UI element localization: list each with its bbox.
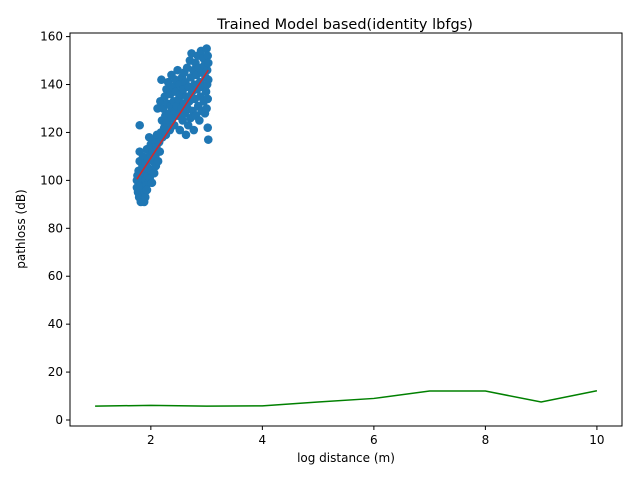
scatter-point [202, 104, 211, 113]
scatter-point [203, 58, 213, 68]
y-tick-label: 80 [48, 221, 63, 235]
scatter-point [195, 116, 204, 125]
x-tick-label: 4 [259, 433, 267, 447]
y-tick-label: 40 [48, 317, 63, 331]
scatter-point [203, 94, 213, 104]
scatter-point [178, 116, 187, 125]
scatter-point [201, 87, 211, 97]
x-tick-label: 6 [370, 433, 378, 447]
scatter-point [169, 120, 179, 130]
scatter-point [140, 192, 150, 202]
y-tick-label: 20 [48, 365, 63, 379]
plot-area [95, 44, 598, 407]
y-tick-label: 120 [40, 125, 63, 139]
scatter-point [175, 125, 185, 135]
fit-line [136, 69, 209, 180]
scatter-point [142, 185, 152, 195]
scatter-point [135, 120, 144, 130]
axes-frame [69, 32, 623, 427]
scatter-point [147, 178, 157, 188]
scatter-point [203, 75, 213, 85]
y-tick-label: 140 [40, 78, 63, 92]
y-tick-label: 160 [40, 30, 63, 44]
x-tick-label: 10 [589, 433, 604, 447]
scatter-point [183, 120, 193, 130]
y-tick-label: 100 [40, 173, 63, 187]
scatter-point [155, 147, 165, 156]
error-line [95, 390, 598, 407]
scatter-point [203, 51, 213, 61]
scatter-point [189, 125, 199, 135]
x-axis-label: log distance (m) [297, 451, 395, 465]
scatter-point [202, 65, 212, 75]
x-tick-label: 8 [482, 433, 490, 447]
y-tick-label: 60 [48, 269, 63, 283]
y-axis-label: pathloss (dB) [14, 189, 28, 269]
scatter-point [203, 135, 213, 144]
chart-title: Trained Model based(identity lbfgs) [216, 17, 473, 33]
scatter-point [149, 168, 159, 178]
scatter-point [173, 65, 182, 75]
scatter-point [153, 156, 163, 166]
scatter-point [202, 44, 211, 53]
scatter-point [181, 130, 191, 140]
y-tick-label: 0 [55, 413, 63, 427]
scatter-point [203, 123, 213, 132]
scatter-point [157, 75, 166, 85]
x-tick-label: 2 [147, 433, 155, 447]
